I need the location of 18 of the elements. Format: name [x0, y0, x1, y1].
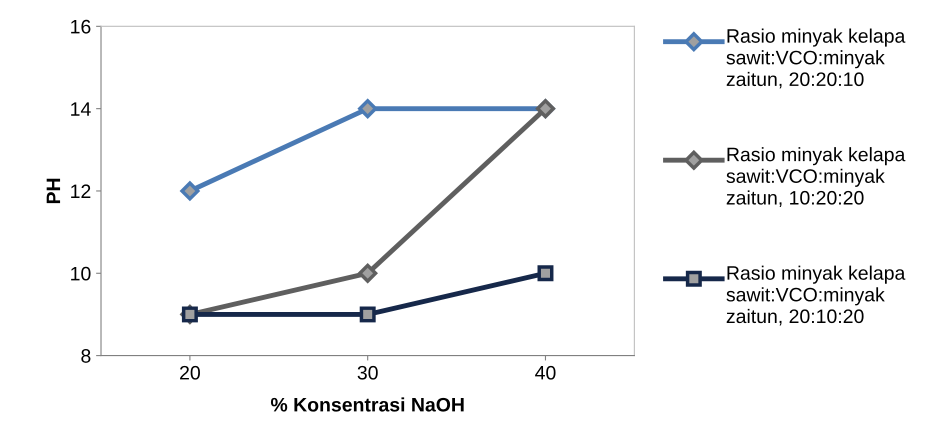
y-axis-title: PH — [46, 178, 60, 204]
point — [358, 99, 378, 118]
y-tick-label: 12 — [71, 184, 90, 198]
x-tick-label: 40 — [535, 366, 556, 380]
x-tick-label: 30 — [358, 366, 378, 380]
y-tick-label: 10 — [71, 266, 91, 281]
legend-label: Rasio minyak kelapa sawit:VCO:minyak zaitun, 20:10:20 — [726, 266, 906, 326]
y-tick-label: 8 — [81, 349, 90, 363]
point — [358, 264, 378, 283]
y-tick-label: 14 — [71, 102, 91, 116]
x-axis-title: % Konsentrasi NaOH — [270, 397, 464, 412]
x-tick-label: 20 — [180, 366, 200, 380]
legend-label: Rasio minyak kelapa sawit:VCO:minyak zaitun, 10:20:20 — [726, 147, 906, 207]
y-tick-label: 16 — [71, 20, 90, 34]
point — [360, 306, 376, 322]
point — [537, 265, 554, 282]
legend-label: Rasio minyak kelapa sawit:VCO:minyak zaitun, 20:20:10 — [726, 28, 906, 88]
point — [180, 181, 200, 201]
